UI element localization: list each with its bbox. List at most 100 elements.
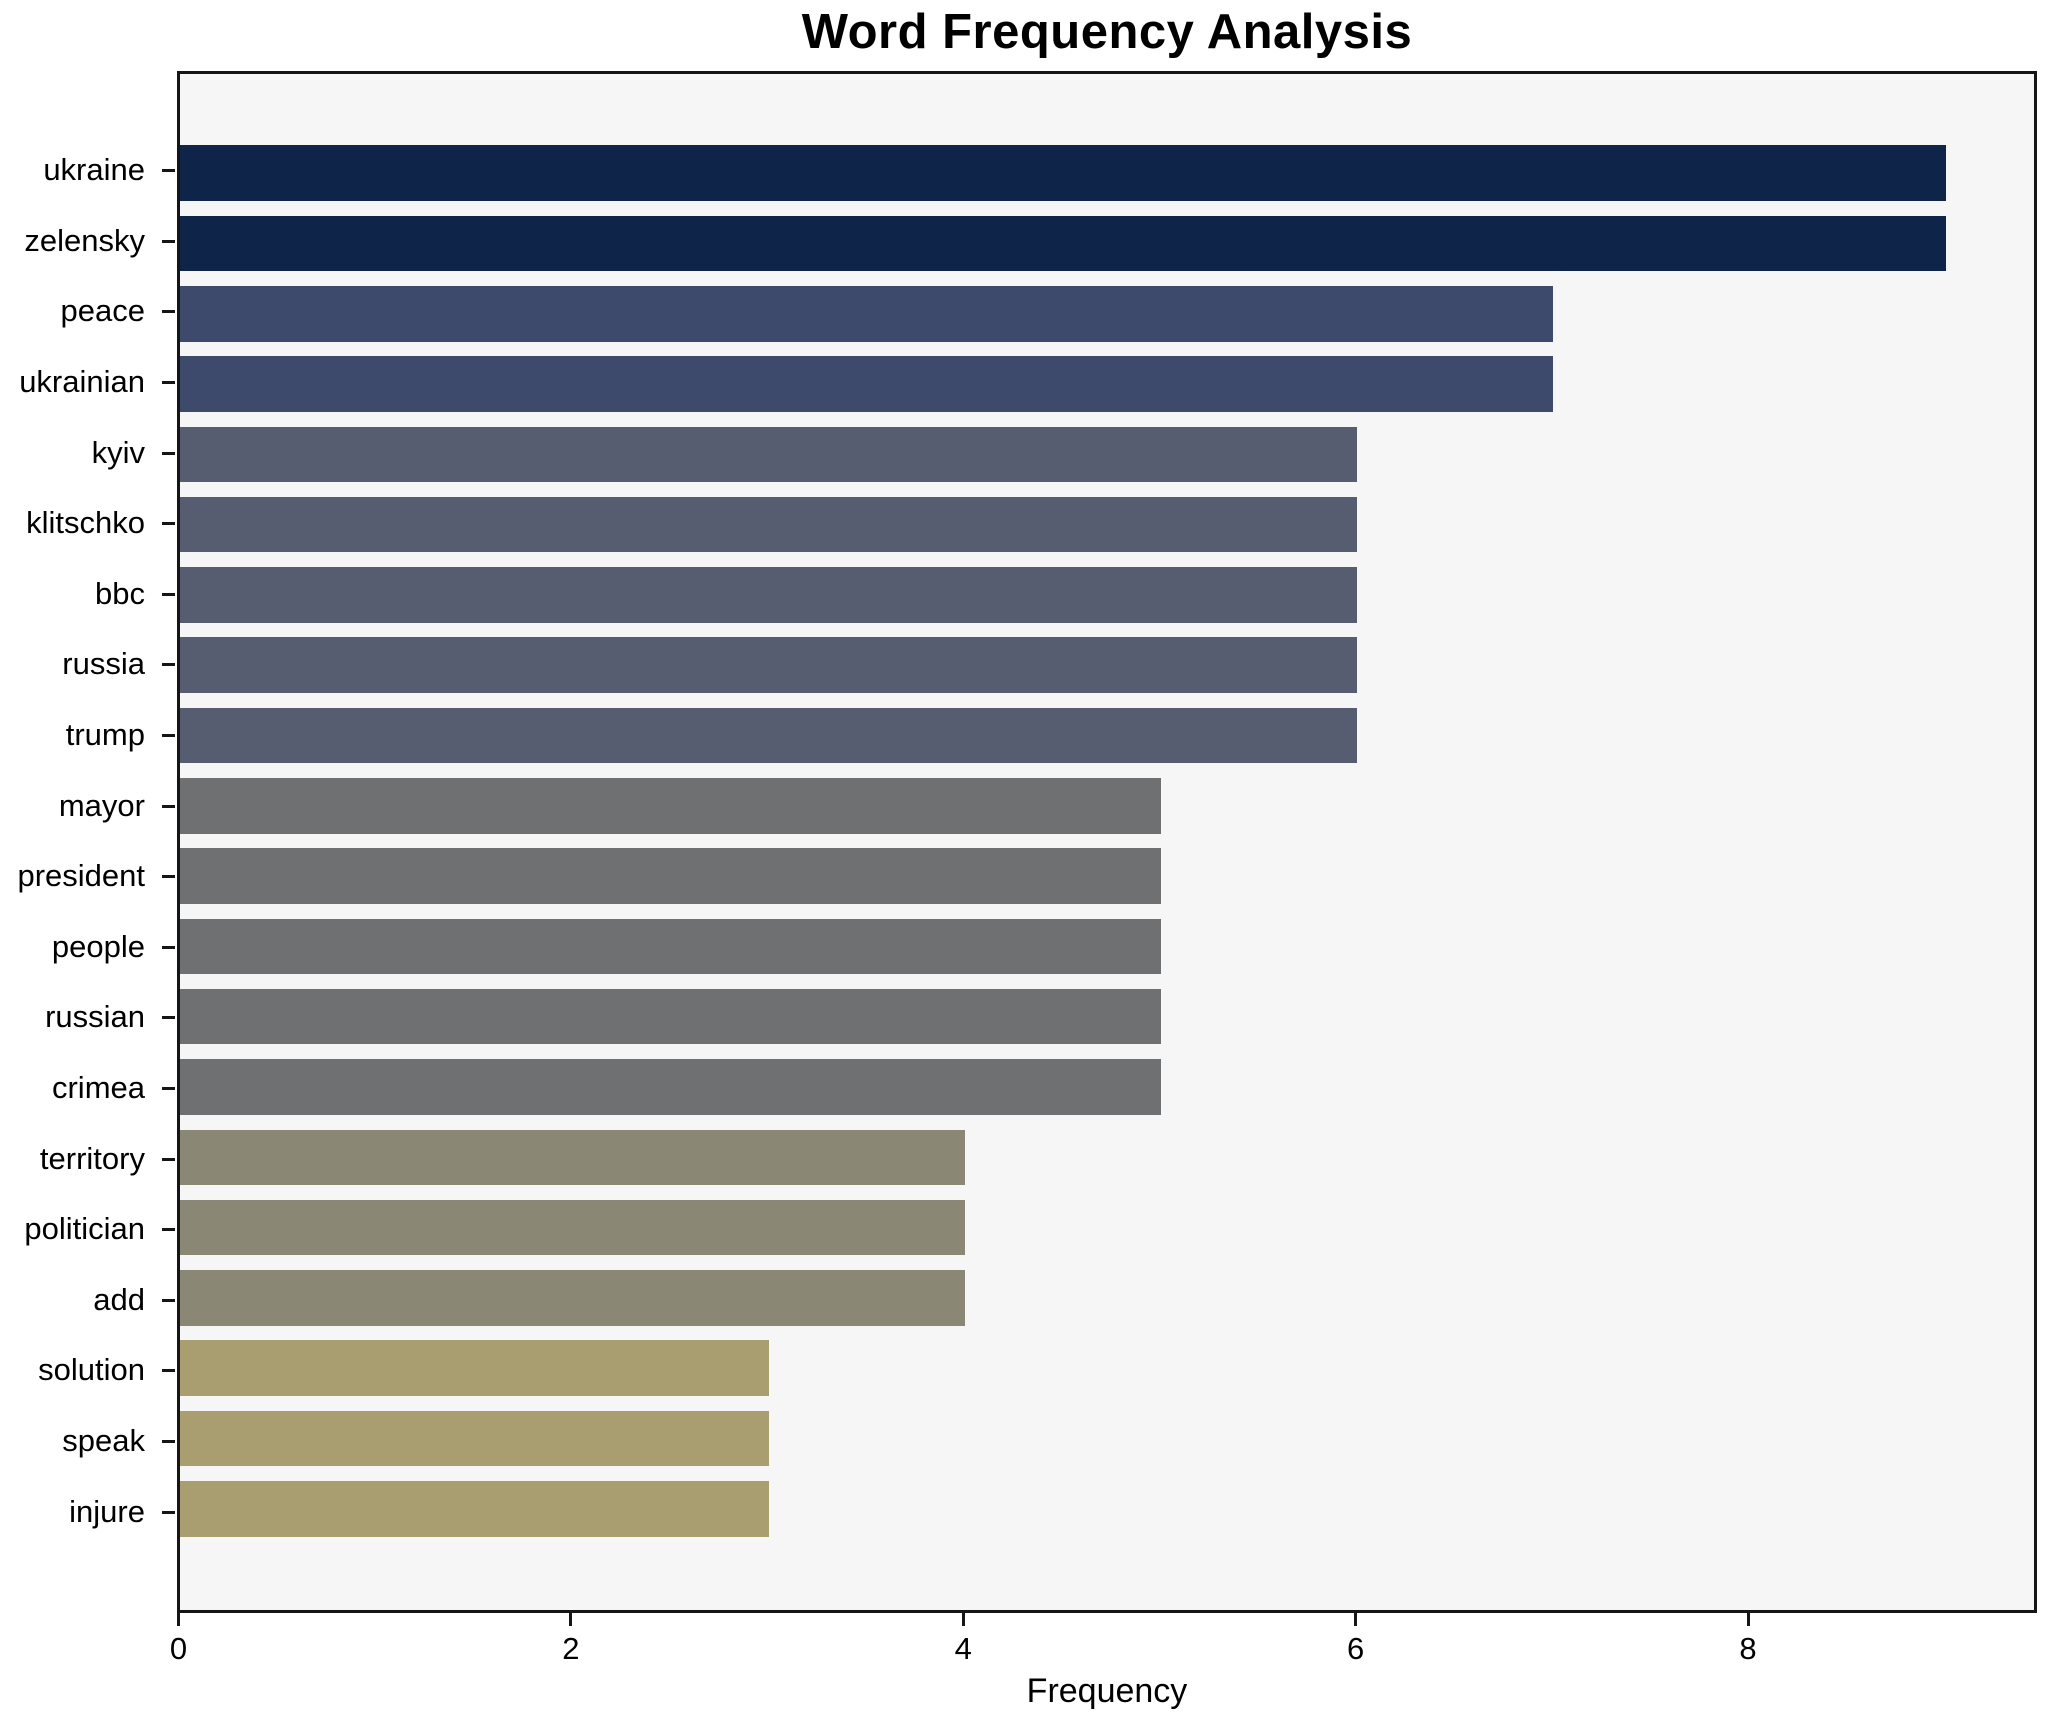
y-tick-mark: [162, 1087, 175, 1091]
y-tick-mark: [162, 945, 175, 949]
y-tick-row: territory: [0, 1123, 177, 1194]
y-tick-mark: [162, 1157, 175, 1161]
y-tick-mark: [162, 1228, 175, 1232]
bar-row: [180, 349, 2034, 419]
x-tick-label: 2: [562, 1631, 580, 1666]
y-tick-row: bbc: [0, 559, 177, 630]
y-tick-label: peace: [60, 293, 145, 329]
bar-territory: [180, 1129, 965, 1186]
bar-row: [180, 841, 2034, 911]
bar-speak: [180, 1410, 769, 1467]
y-tick-mark: [162, 734, 175, 738]
bar-peace: [180, 285, 1554, 342]
y-tick-label: speak: [62, 1422, 145, 1458]
bar-people: [180, 918, 1161, 975]
bar-trump: [180, 707, 1358, 764]
x-tick-mark: [1746, 1613, 1750, 1626]
bar-row: [180, 1474, 2034, 1544]
plot-area: [177, 71, 2037, 1613]
chart-title: Word Frequency Analysis: [801, 5, 1413, 59]
bar-crimea: [180, 1059, 1161, 1115]
bar-zelensky: [180, 215, 1946, 272]
y-tick-mark: [162, 522, 175, 526]
y-tick-row: people: [0, 912, 177, 983]
bar-row: [180, 279, 2034, 349]
bar-row: [180, 1333, 2034, 1403]
x-tick-label: 0: [169, 1631, 188, 1666]
y-tick-label: klitschko: [26, 505, 145, 541]
bar-injure: [180, 1481, 769, 1537]
bar-kyiv: [180, 426, 1358, 483]
y-tick-row: crimea: [0, 1053, 177, 1124]
y-tick-mark: [162, 310, 175, 314]
bar-bbc: [180, 567, 1358, 623]
y-tick-mark: [162, 592, 175, 596]
y-tick-mark: [162, 663, 175, 667]
y-tick-label: president: [17, 858, 145, 894]
y-tick-label: kyiv: [91, 434, 145, 470]
bar-mayor: [180, 778, 1161, 834]
bar-row: [180, 1403, 2034, 1473]
y-tick-label: injure: [69, 1493, 145, 1529]
y-tick-mark: [162, 451, 175, 455]
y-tick-row: politician: [0, 1194, 177, 1265]
y-tick-label: ukraine: [43, 152, 145, 188]
y-tick-mark: [162, 239, 175, 243]
x-tick-mark: [1354, 1613, 1358, 1626]
bar-russian: [180, 988, 1161, 1045]
bar-row: [180, 630, 2034, 700]
bar-row: [180, 138, 2034, 208]
y-tick-row: ukraine: [0, 135, 177, 206]
x-tick-mark: [961, 1613, 965, 1626]
y-tick-label: bbc: [95, 575, 145, 611]
bar-solution: [180, 1340, 769, 1396]
x-axis-title: Frequency: [1026, 1672, 1188, 1710]
y-tick-row: klitschko: [0, 488, 177, 559]
bar-russia: [180, 637, 1358, 693]
y-tick-row: ukrainian: [0, 347, 177, 418]
bar-president: [180, 848, 1161, 904]
x-tick-label: 4: [954, 1631, 972, 1666]
bar-row: [180, 911, 2034, 981]
bar-row: [180, 208, 2034, 278]
y-tick-mark: [162, 804, 175, 808]
y-tick-mark: [162, 1369, 175, 1373]
bar-ukrainian: [180, 356, 1554, 412]
x-tick-label: 8: [1739, 1631, 1757, 1666]
y-tick-row: kyiv: [0, 417, 177, 488]
y-tick-row: speak: [0, 1406, 177, 1477]
bar-row: [180, 771, 2034, 841]
y-tick-row: zelensky: [0, 206, 177, 277]
y-axis-labels: ukraine zelensky peace ukrainian kyiv klitsch…: [0, 135, 177, 1547]
y-tick-mark: [162, 169, 175, 173]
y-tick-label: ukrainian: [19, 364, 145, 400]
y-tick-mark: [162, 1510, 175, 1514]
bar-row: [180, 489, 2034, 559]
y-tick-row: peace: [0, 276, 177, 347]
y-tick-label: russia: [62, 646, 145, 682]
bar-row: [180, 419, 2034, 489]
y-tick-label: politician: [24, 1211, 145, 1247]
bar-row: [180, 560, 2034, 630]
y-tick-row: injure: [0, 1476, 177, 1547]
bar-row: [180, 1263, 2034, 1333]
y-tick-label: crimea: [51, 1070, 145, 1106]
bar-row: [180, 1052, 2034, 1122]
y-tick-row: add: [0, 1265, 177, 1336]
y-tick-label: people: [51, 928, 145, 964]
y-tick-label: russian: [45, 999, 145, 1035]
bar-row: [180, 1192, 2034, 1262]
y-tick-mark: [162, 1298, 175, 1302]
y-tick-label: trump: [65, 717, 145, 753]
y-tick-row: mayor: [0, 770, 177, 841]
x-tick-label: 6: [1347, 1631, 1365, 1666]
y-tick-mark: [162, 1016, 175, 1020]
bar-row: [180, 982, 2034, 1052]
y-tick-label: mayor: [58, 787, 145, 823]
bars-container: [180, 138, 2034, 1544]
y-tick-row: president: [0, 841, 177, 912]
y-tick-label: add: [93, 1281, 145, 1317]
bar-add: [180, 1270, 965, 1326]
y-tick-label: territory: [39, 1140, 145, 1176]
bar-row: [180, 1122, 2034, 1192]
